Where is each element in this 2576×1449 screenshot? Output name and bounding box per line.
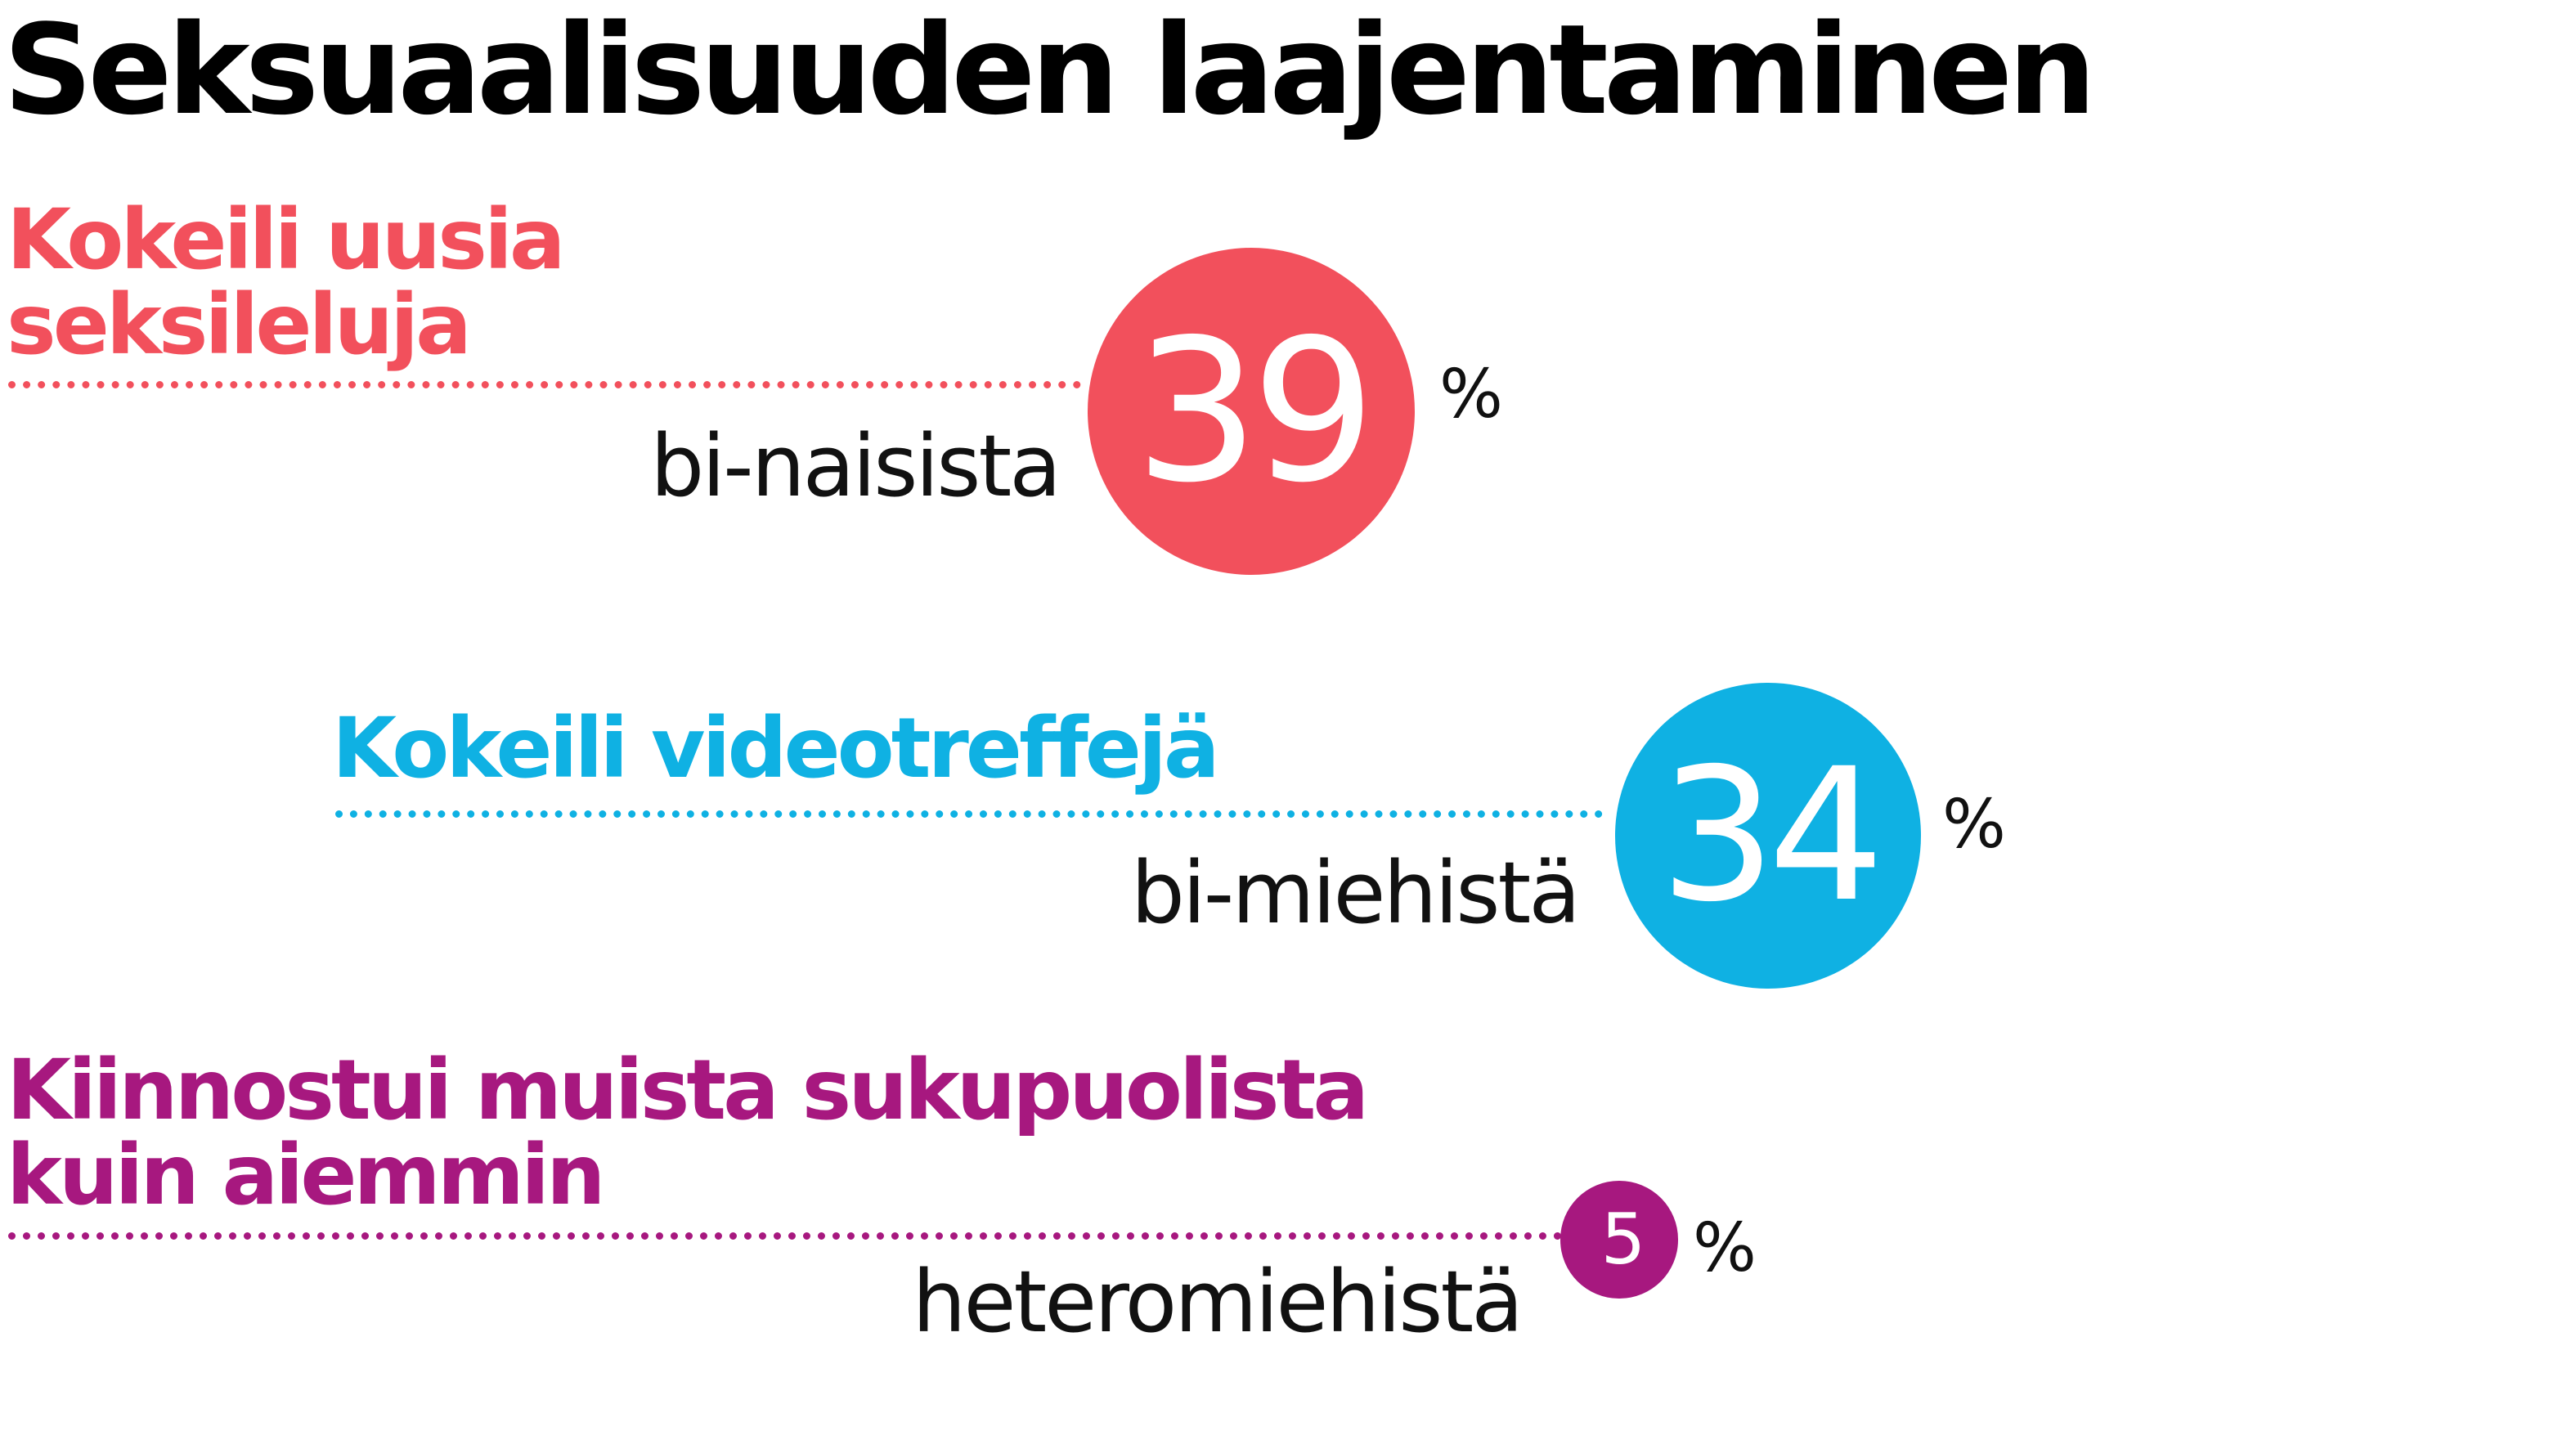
item-2-value: 34 — [1659, 728, 1884, 942]
item-3-value: 5 — [1600, 1198, 1646, 1281]
item-3-heading: Kiinnostui muista sukupuolista kuin aiem… — [7, 1042, 1369, 1224]
item-2-dotted-line — [335, 810, 1603, 818]
item-1-value: 39 — [1134, 297, 1376, 526]
item-1-dotted-line — [8, 381, 1081, 388]
item-2-unit: % — [1942, 786, 2006, 864]
item-3-group-label: heteromiehistä — [912, 1252, 1524, 1352]
item-3-value-circle: 5 — [1560, 1181, 1678, 1299]
item-1-unit: % — [1439, 356, 1503, 433]
item-2-heading: Kokeili videotreffejä — [332, 700, 1220, 797]
item-2-group-label: bi-miehistä — [1130, 843, 1581, 943]
item-1-heading: Kokeili uusia seksileluja — [7, 191, 566, 374]
chart-title: Seksuaalisuuden laajentaminen — [3, 0, 2096, 142]
item-1-group-label: bi-naisista — [650, 416, 1061, 516]
item-3-unit: % — [1693, 1209, 1757, 1287]
item-1-value-circle: 39 — [1088, 248, 1415, 575]
item-3-dotted-line — [8, 1232, 1562, 1240]
item-2-value-circle: 34 — [1615, 683, 1921, 989]
